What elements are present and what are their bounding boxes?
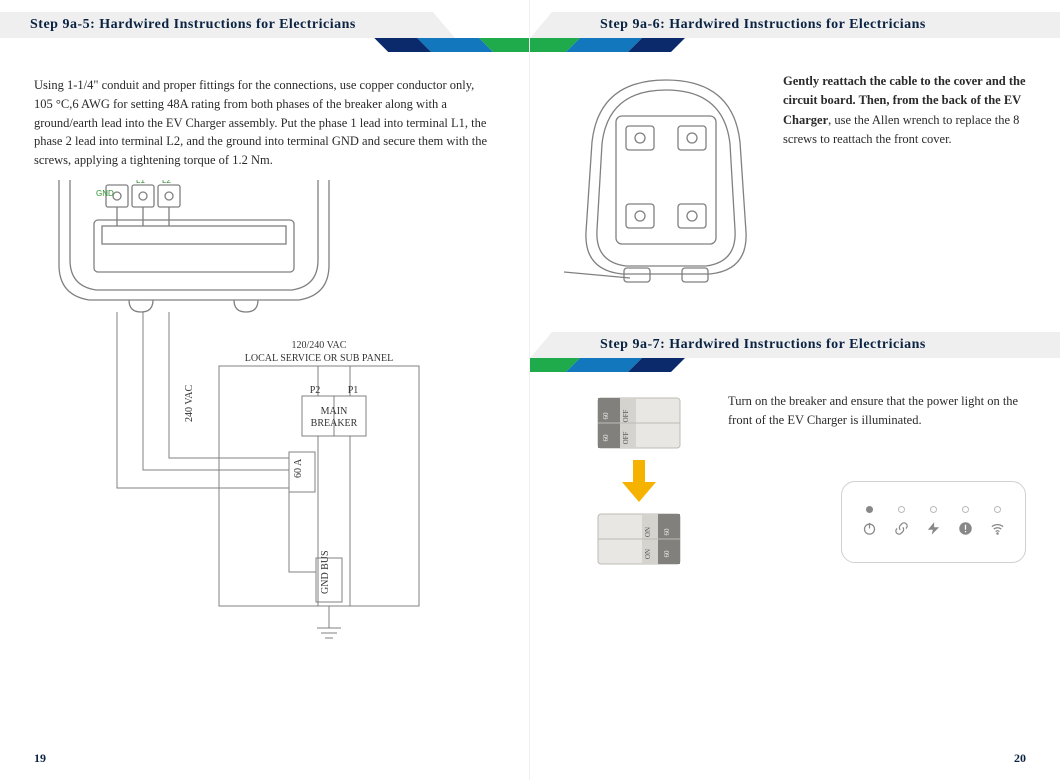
breaker-toggle-diagram: OFF OFF 60 60 ON ON 60 60 [564, 392, 714, 570]
page-right: Step 9a-6: Hardwired Instructions for El… [530, 0, 1060, 780]
p1-label: P1 [348, 385, 359, 396]
svg-text:60: 60 [663, 550, 671, 558]
svg-text:60: 60 [602, 434, 610, 442]
panel-label-2: LOCAL SERVICE OR SUB PANEL [245, 353, 393, 364]
step-9a6-accent [530, 38, 1060, 52]
step-9a5-header: Step 9a-5: Hardwired Instructions for El… [0, 12, 529, 52]
step-9a7-accent [530, 358, 1060, 372]
page-number-right: 20 [1014, 751, 1026, 766]
power-icon [861, 519, 879, 537]
svg-text:ON: ON [644, 549, 652, 559]
svg-text:ON: ON [644, 527, 652, 537]
svg-text:OFF: OFF [622, 409, 630, 422]
step-9a5-body: Using 1-1/4" conduit and proper fittings… [0, 52, 529, 180]
step-9a7-header: Step 9a-7: Hardwired Instructions for El… [530, 332, 1060, 372]
wiring-diagram: GND L1 L2 [34, 180, 495, 665]
indicator-dots [854, 506, 1013, 513]
indicator-icons-row [854, 519, 1013, 537]
step-9a6-header: Step 9a-6: Hardwired Instructions for El… [530, 12, 1060, 52]
step-9a6-text: Gently reattach the cable to the cover a… [783, 72, 1026, 292]
wifi-icon [988, 519, 1006, 537]
step-9a7-title: Step 9a-7: Hardwired Instructions for El… [600, 337, 926, 353]
svg-text:GND: GND [96, 189, 114, 198]
alert-icon [956, 519, 974, 537]
vac-label: 240 VAC [184, 384, 195, 421]
breaker-60a-label: 60 A [293, 458, 304, 478]
gnd-bus-label: GND BUS [320, 550, 331, 594]
indicator-dot-5 [994, 506, 1001, 513]
charger-back-diagram [564, 72, 769, 292]
svg-text:L2: L2 [162, 180, 171, 185]
step-9a7-content: OFF OFF 60 60 ON ON 60 60 [530, 372, 1060, 580]
indicator-dot-2 [898, 506, 905, 513]
p2-label: P2 [310, 385, 321, 396]
indicator-dot-1 [866, 506, 873, 513]
svg-text:60: 60 [602, 412, 610, 420]
link-icon [893, 519, 911, 537]
step-9a7-text: Turn on the breaker and ensure that the … [728, 392, 1026, 431]
step-9a5-title: Step 9a-5: Hardwired Instructions for El… [30, 17, 356, 33]
arrow-down-icon [622, 460, 656, 502]
svg-text:OFF: OFF [622, 431, 630, 444]
page-number-left: 19 [34, 751, 46, 766]
page-left: Step 9a-5: Hardwired Instructions for El… [0, 0, 530, 780]
svg-text:L1: L1 [136, 180, 145, 185]
step-9a6-content: Gently reattach the cable to the cover a… [530, 52, 1060, 302]
svg-text:BREAKER: BREAKER [311, 418, 358, 429]
lightning-icon [924, 519, 942, 537]
indicator-dot-3 [930, 506, 937, 513]
step-9a6-title: Step 9a-6: Hardwired Instructions for El… [600, 17, 926, 33]
step-9a5-accent [0, 38, 529, 52]
indicator-dot-4 [962, 506, 969, 513]
svg-text:MAIN: MAIN [321, 406, 348, 417]
panel-label-1: 120/240 VAC [292, 340, 347, 351]
svg-text:60: 60 [663, 528, 671, 536]
indicator-panel [841, 481, 1026, 563]
